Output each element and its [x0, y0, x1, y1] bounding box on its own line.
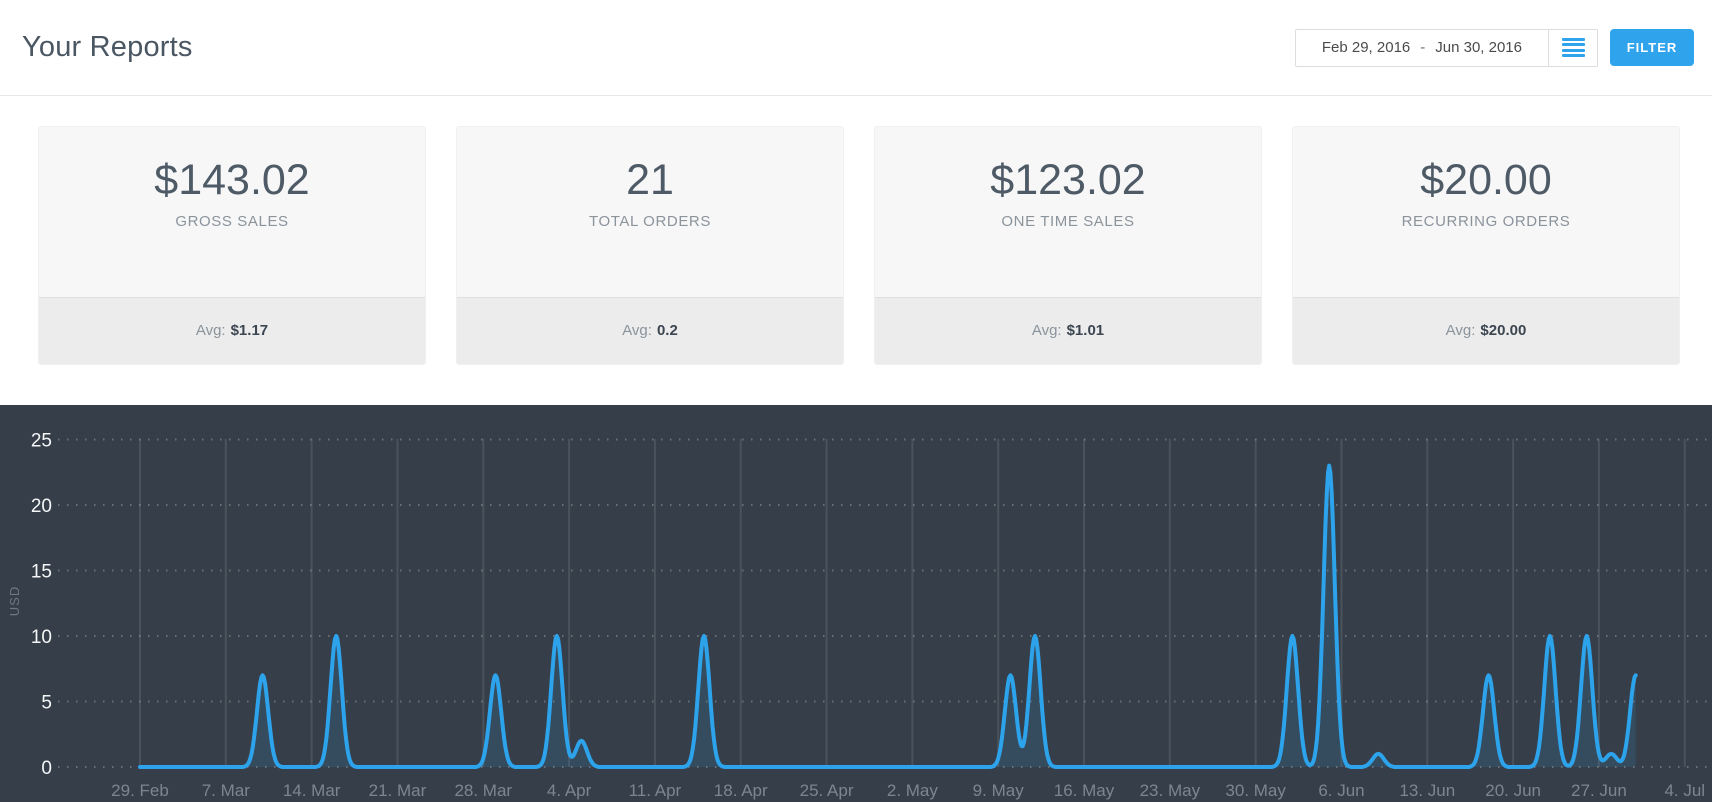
date-range-to: Jun 30, 2016 — [1435, 39, 1522, 56]
date-range-menu-button[interactable] — [1548, 29, 1597, 66]
card-value: $123.02 — [990, 156, 1146, 204]
svg-text:28. Mar: 28. Mar — [454, 781, 512, 800]
header-controls: Feb 29, 2016 - Jun 30, 2016 FILTER — [1294, 28, 1694, 67]
svg-text:7. Mar: 7. Mar — [202, 781, 251, 800]
card-average: Avg: $1.17 — [39, 297, 425, 364]
page-title: Your Reports — [22, 31, 193, 63]
svg-text:14. Mar: 14. Mar — [283, 781, 341, 800]
svg-text:20: 20 — [31, 496, 52, 517]
svg-text:20. Jun: 20. Jun — [1485, 781, 1541, 800]
hamburger-icon — [1561, 35, 1585, 60]
card-label: RECURRING ORDERS — [1401, 213, 1571, 231]
card-average: Avg: $20.00 — [1293, 297, 1679, 364]
card-value: $143.02 — [154, 156, 310, 204]
sales-chart-canvas[interactable]: 0 5 10 15 20 25 29. Feb 7. Mar 14. Mar 21. Mar 28.… — [0, 405, 1712, 802]
sales-chart: 0 5 10 15 20 25 29. Feb 7. Mar 14. Mar 21. Mar 28.… — [0, 405, 1712, 802]
card-average: Avg: 0.2 — [457, 297, 843, 364]
svg-text:27. Jun: 27. Jun — [1571, 781, 1627, 800]
svg-text:21. Mar: 21. Mar — [369, 781, 427, 800]
svg-text:2. May: 2. May — [887, 781, 939, 800]
svg-text:0: 0 — [41, 758, 52, 779]
svg-text:10: 10 — [31, 627, 52, 648]
svg-text:25. Apr: 25. Apr — [800, 781, 854, 800]
card-total-orders: 21 TOTAL ORDERS Avg: 0.2 — [456, 126, 844, 365]
svg-text:29. Feb: 29. Feb — [111, 781, 169, 800]
svg-text:11. Apr: 11. Apr — [629, 781, 682, 800]
svg-text:15: 15 — [31, 562, 52, 583]
svg-text:23. May: 23. May — [1140, 781, 1201, 800]
svg-text:13. Jun: 13. Jun — [1399, 781, 1455, 800]
card-average: Avg: $1.01 — [875, 297, 1261, 364]
filter-button[interactable]: FILTER — [1610, 29, 1694, 66]
svg-text:25: 25 — [31, 431, 52, 452]
report-header: Your Reports Feb 29, 2016 - Jun 30, 2016… — [0, 0, 1712, 96]
svg-text:6. Jun: 6. Jun — [1318, 781, 1364, 800]
date-range-input[interactable]: Feb 29, 2016 - Jun 30, 2016 — [1296, 30, 1548, 66]
date-range-from: Feb 29, 2016 — [1321, 39, 1411, 56]
card-label: ONE TIME SALES — [1001, 213, 1135, 231]
stats-cards: $143.02 GROSS SALES Avg: $1.17 21 TOTAL O… — [0, 96, 1712, 405]
card-value: $20.00 — [1420, 156, 1552, 204]
card-label: TOTAL ORDERS — [589, 213, 711, 231]
svg-text:4. Apr: 4. Apr — [547, 781, 592, 800]
date-range-box: Feb 29, 2016 - Jun 30, 2016 — [1294, 28, 1598, 67]
date-range-separator: - — [1420, 39, 1426, 56]
card-label: GROSS SALES — [175, 213, 289, 231]
svg-text:30. May: 30. May — [1225, 781, 1286, 800]
svg-text:4. Jul: 4. Jul — [1664, 781, 1705, 800]
svg-text:USD: USD — [7, 586, 22, 616]
svg-text:9. May: 9. May — [973, 781, 1025, 800]
svg-text:18. Apr: 18. Apr — [714, 781, 768, 800]
card-one-time-sales: $123.02 ONE TIME SALES Avg: $1.01 — [874, 126, 1262, 365]
card-recurring-orders: $20.00 RECURRING ORDERS Avg: $20.00 — [1292, 126, 1680, 365]
svg-text:16. May: 16. May — [1054, 781, 1115, 800]
card-value: 21 — [626, 156, 674, 204]
svg-text:5: 5 — [41, 693, 52, 714]
card-gross-sales: $143.02 GROSS SALES Avg: $1.17 — [38, 126, 426, 365]
